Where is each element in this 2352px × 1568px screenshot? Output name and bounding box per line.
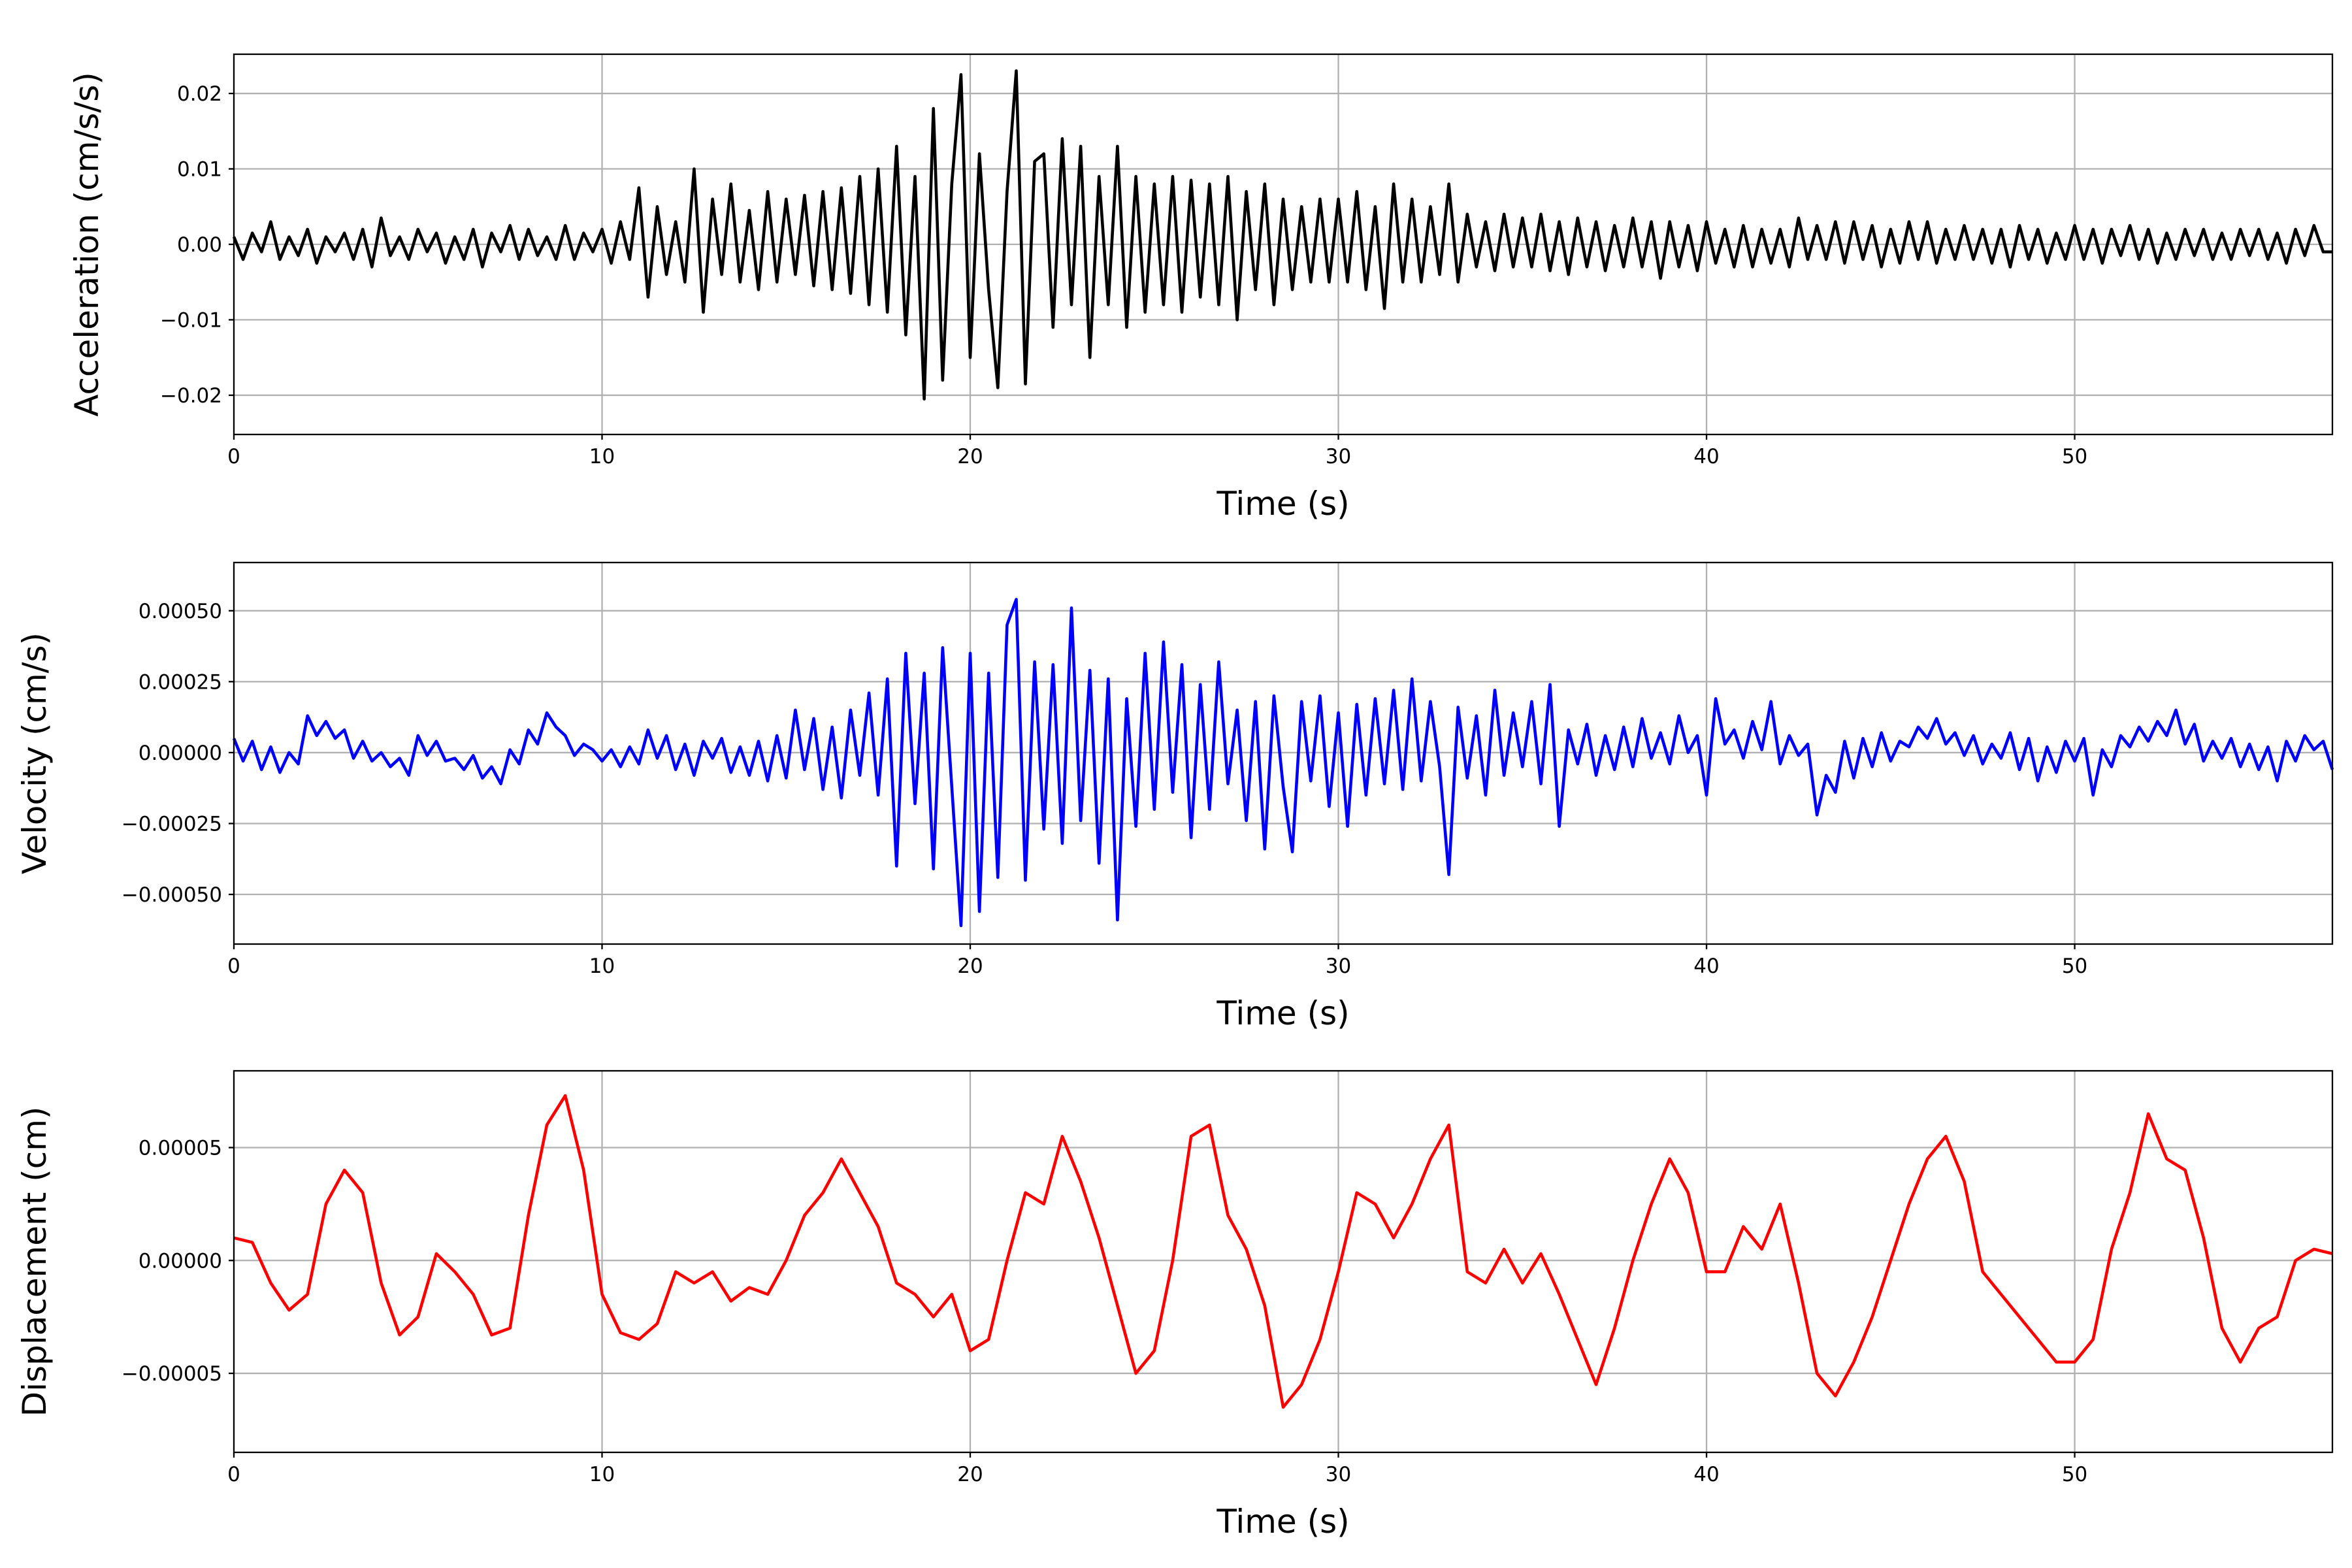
x-tick-label: 10 — [589, 1463, 615, 1486]
y-tick-label: 0.00025 — [139, 670, 222, 694]
x-axis-label: Time (s) — [1216, 485, 1349, 523]
x-tick-label: 20 — [957, 1463, 983, 1486]
x-tick-label: 20 — [957, 445, 983, 468]
x-tick-label: 20 — [957, 955, 983, 978]
x-tick-label: 0 — [227, 1463, 240, 1486]
x-tick-label: 0 — [227, 445, 240, 468]
velocity-panel: 0 10 20 30 40 50 0.00050 0.00025 0.00000 −0.00025… — [16, 561, 2334, 1032]
y-tick-label: −0.02 — [160, 384, 222, 408]
series-line — [232, 69, 2332, 401]
x-tick-label: 50 — [2062, 955, 2087, 978]
x-tick-label: 0 — [227, 955, 240, 978]
x-axis-label: Time (s) — [1216, 1503, 1349, 1541]
x-tick-label: 10 — [589, 445, 615, 468]
y-tick-label: 0.01 — [177, 158, 222, 182]
y-tick-label: 0.00000 — [139, 742, 222, 765]
displacement-panel: 0 10 20 30 40 50 0.00005 0.00000 −0.00005 Time (s… — [16, 1070, 2334, 1541]
y-tick-label: 0.00005 — [139, 1136, 222, 1160]
y-axis-label: Velocity (cm/s) — [16, 632, 54, 874]
y-axis-label: Acceleration (cm/s/s) — [68, 72, 106, 417]
axes-frame — [233, 1070, 2334, 1454]
series-line — [233, 1094, 2333, 1409]
x-tick-label: 30 — [1326, 955, 1351, 978]
y-tick-label: −0.01 — [160, 308, 222, 332]
x-tick-label: 40 — [1693, 445, 1719, 468]
y-axis-label: Displacement (cm) — [16, 1107, 54, 1417]
y-tick-label: 0.00050 — [139, 600, 222, 623]
x-tick-label: 30 — [1326, 445, 1351, 468]
x-tick-label: 50 — [2062, 1463, 2087, 1486]
acceleration-panel: 0 10 20 30 40 50 0.02 0.01 0.00 −0.01 −0.02 Time (s… — [68, 53, 2334, 523]
y-tick-label: −0.00025 — [122, 812, 222, 836]
y-tick-label: −0.00050 — [122, 883, 222, 907]
x-tick-label: 50 — [2062, 445, 2087, 468]
x-axis-label: Time (s) — [1216, 994, 1349, 1032]
series-line — [232, 598, 2334, 928]
y-tick-label: 0.02 — [177, 82, 222, 106]
y-tick-label: −0.00005 — [122, 1362, 222, 1386]
y-tick-label: 0.00000 — [139, 1249, 222, 1273]
x-tick-label: 10 — [589, 955, 615, 978]
x-tick-label: 40 — [1693, 955, 1719, 978]
y-tick-label: 0.00 — [177, 233, 222, 257]
x-tick-label: 40 — [1693, 1463, 1719, 1486]
x-tick-label: 30 — [1326, 1463, 1351, 1486]
